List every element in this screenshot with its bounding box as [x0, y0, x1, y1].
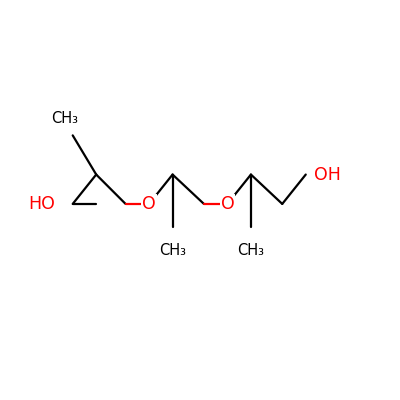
Text: OH: OH	[314, 166, 340, 184]
Text: O: O	[142, 195, 156, 213]
Text: HO: HO	[28, 195, 55, 213]
Text: CH₃: CH₃	[159, 243, 186, 258]
Text: CH₃: CH₃	[51, 110, 78, 126]
Text: CH₃: CH₃	[238, 243, 264, 258]
Text: O: O	[220, 195, 234, 213]
